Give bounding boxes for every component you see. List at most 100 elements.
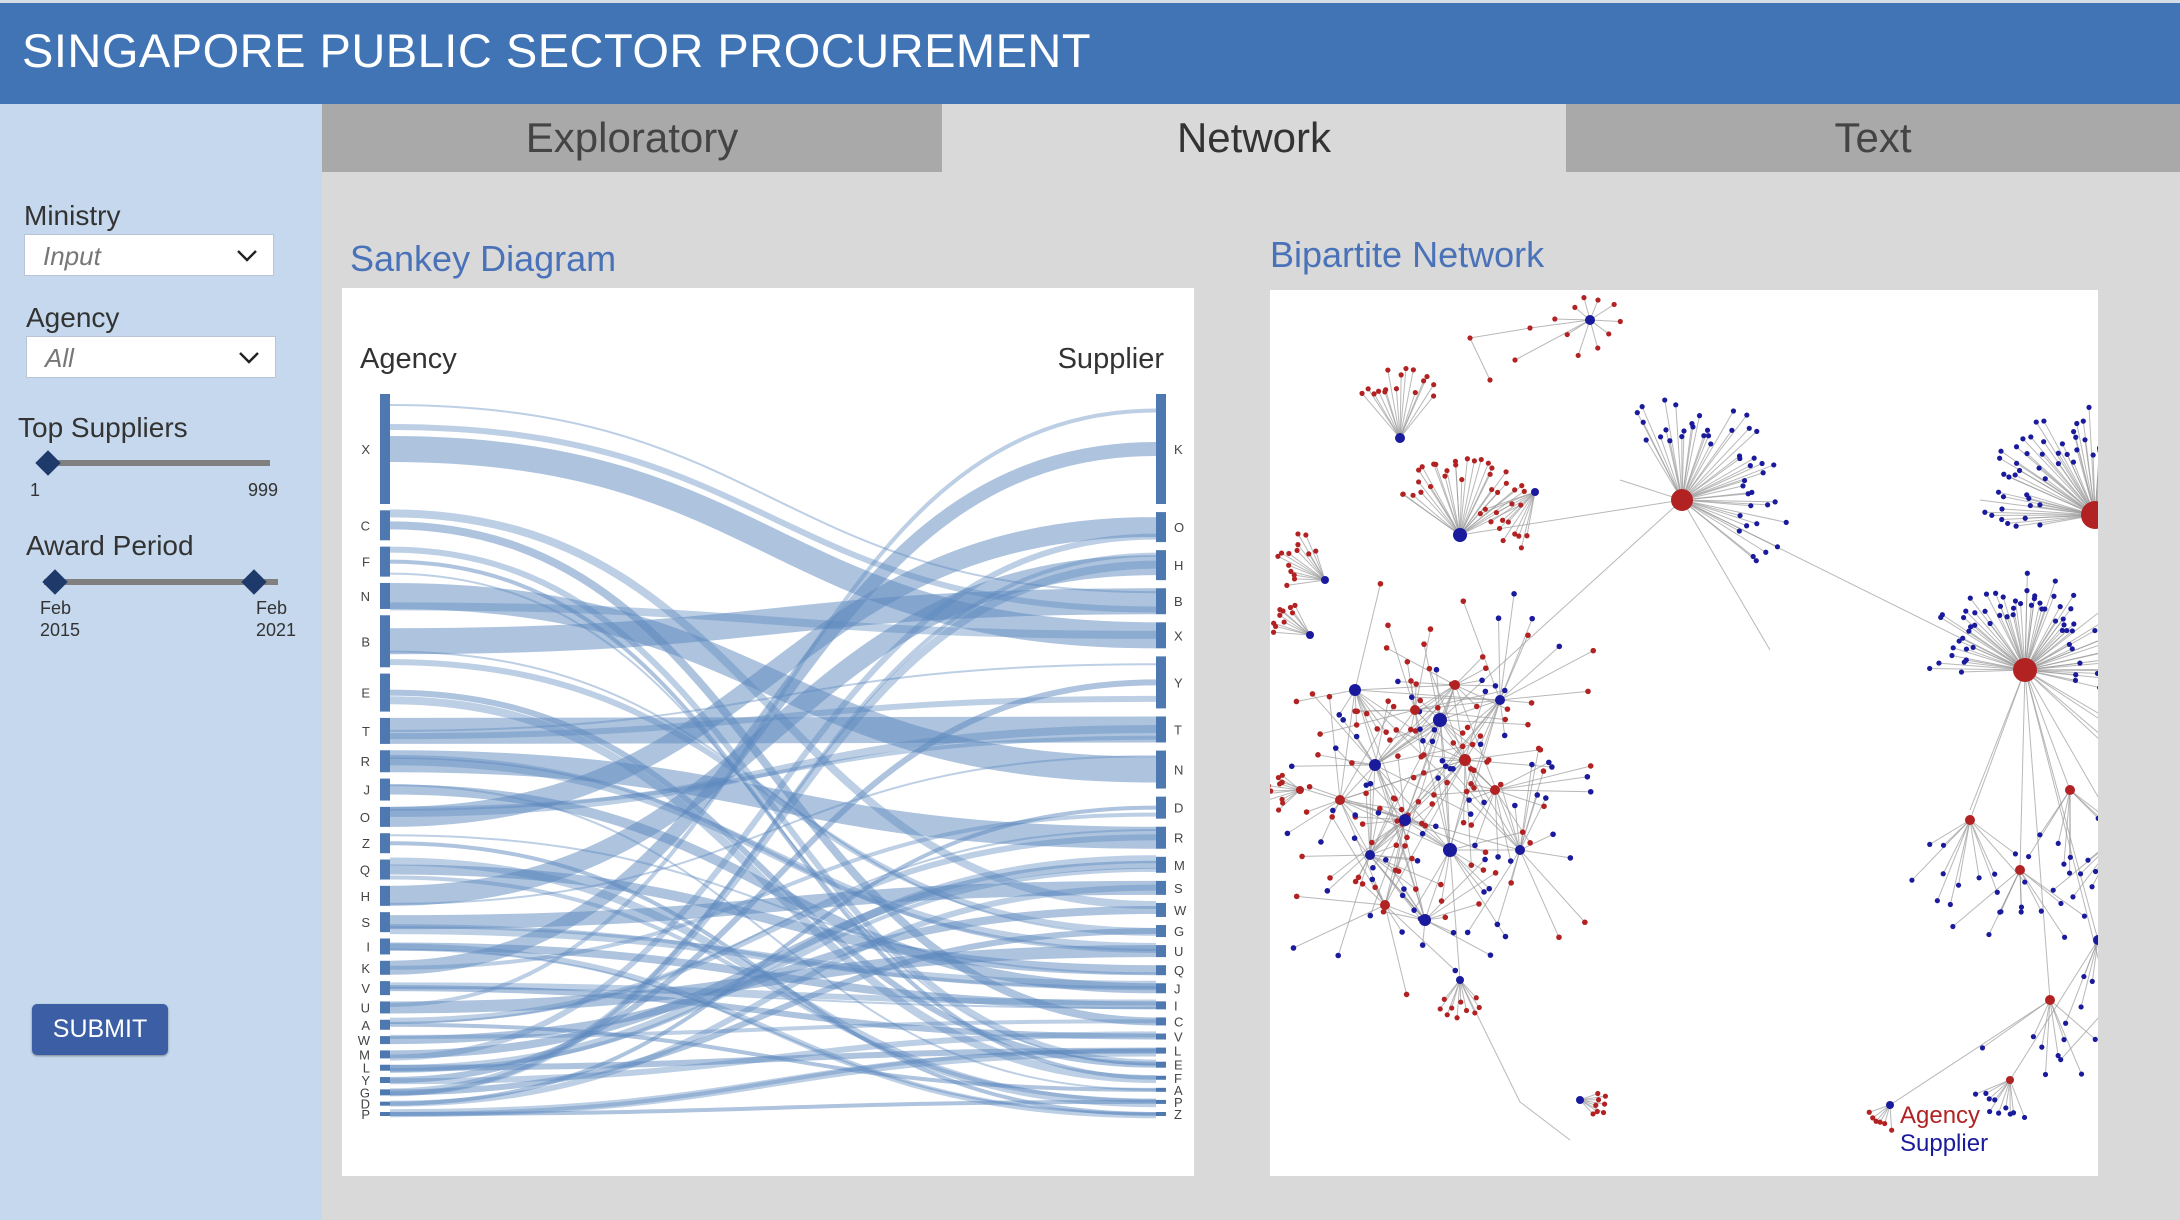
agency-node[interactable]	[1413, 681, 1419, 687]
agency-node[interactable]	[1476, 1004, 1482, 1011]
agency-node[interactable]	[1468, 822, 1475, 828]
agency-node[interactable]	[1422, 822, 1429, 829]
supplier-node[interactable]	[1495, 695, 1505, 705]
supplier-node[interactable]	[2028, 434, 2034, 440]
supplier-node[interactable]	[1529, 615, 1536, 622]
supplier-node[interactable]	[1584, 773, 1591, 780]
supplier-node[interactable]	[2000, 494, 2007, 500]
sankey-flow[interactable]	[389, 552, 1157, 1096]
supplier-node[interactable]	[1736, 528, 1742, 534]
supplier-node[interactable]	[2096, 445, 2103, 451]
agency-node[interactable]	[1306, 551, 1312, 557]
agency-node[interactable]	[1293, 698, 1300, 705]
supplier-node[interactable]	[2059, 441, 2066, 447]
supplier-node[interactable]	[2061, 934, 2068, 940]
agency-node[interactable]	[1471, 767, 1477, 774]
agency-node[interactable]	[1593, 1102, 1599, 1108]
agency-node[interactable]	[1478, 456, 1484, 463]
supplier-node[interactable]	[1336, 712, 1343, 718]
agency-node[interactable]	[1287, 604, 1294, 611]
agency-node[interactable]	[1463, 788, 1470, 795]
supplier-node[interactable]	[1634, 410, 1640, 416]
sankey-flow[interactable]	[389, 521, 1157, 1026]
agency-node[interactable]	[1327, 875, 1333, 881]
supplier-node[interactable]	[1934, 898, 1940, 904]
supplier-node[interactable]	[1335, 952, 1342, 959]
supplier-node[interactable]	[1479, 677, 1485, 684]
supplier-node[interactable]	[1673, 402, 1679, 408]
supplier-node[interactable]	[1288, 763, 1295, 770]
supplier-node[interactable]	[2066, 870, 2073, 876]
agency-node[interactable]	[2065, 785, 2075, 795]
supplier-node[interactable]	[1940, 842, 1947, 848]
agency-node[interactable]	[1369, 839, 1375, 846]
sankey-flow[interactable]	[389, 834, 1157, 1024]
supplier-node[interactable]	[2069, 628, 2075, 634]
agency-node[interactable]	[1403, 991, 1410, 998]
supplier-node[interactable]	[2051, 593, 2057, 599]
sankey-node-right[interactable]	[1156, 588, 1166, 615]
supplier-node[interactable]	[2031, 596, 2038, 602]
supplier-node[interactable]	[1986, 931, 1992, 938]
supplier-node[interactable]	[1401, 886, 1407, 892]
supplier-node[interactable]	[2060, 616, 2066, 622]
supplier-node[interactable]	[2017, 600, 2024, 607]
sankey-node-left[interactable]	[380, 1001, 390, 1014]
agency-node[interactable]	[1424, 373, 1430, 380]
supplier-node[interactable]	[2003, 1105, 2009, 1111]
agency-node[interactable]	[1575, 352, 1581, 359]
supplier-node[interactable]	[1419, 914, 1431, 926]
agency-node[interactable]	[1355, 874, 1362, 881]
supplier-node[interactable]	[2036, 465, 2042, 471]
sankey-flow[interactable]	[389, 404, 1157, 594]
supplier-node[interactable]	[2068, 606, 2074, 612]
agency-node[interactable]	[1296, 786, 1304, 794]
agency-node[interactable]	[1444, 468, 1450, 474]
agency-node[interactable]	[1463, 1007, 1470, 1014]
supplier-node[interactable]	[2024, 450, 2030, 457]
supplier-node[interactable]	[1958, 669, 1965, 675]
supplier-node[interactable]	[1705, 433, 1712, 439]
supplier-node[interactable]	[1936, 660, 1942, 666]
supplier-node[interactable]	[1967, 595, 1973, 601]
supplier-node[interactable]	[1679, 433, 1685, 440]
agency-node[interactable]	[1482, 849, 1489, 856]
agency-node[interactable]	[1617, 318, 1623, 325]
sankey-node-left[interactable]	[380, 1064, 390, 1071]
supplier-node[interactable]	[1435, 775, 1441, 781]
supplier-node[interactable]	[2038, 908, 2044, 914]
supplier-node[interactable]	[2085, 857, 2091, 863]
sankey-node-right[interactable]	[1156, 750, 1166, 789]
supplier-node[interactable]	[1737, 455, 1743, 462]
agency-node[interactable]	[1380, 900, 1390, 910]
agency-node[interactable]	[1459, 476, 1465, 483]
agency-node[interactable]	[1582, 919, 1588, 926]
sankey-node-left[interactable]	[380, 833, 390, 854]
supplier-node[interactable]	[1744, 412, 1750, 418]
supplier-node[interactable]	[1976, 875, 1982, 881]
agency-node[interactable]	[1564, 331, 1570, 338]
supplier-node[interactable]	[1367, 912, 1374, 919]
agency-node[interactable]	[1460, 819, 1467, 826]
supplier-node[interactable]	[1324, 888, 1331, 894]
supplier-node[interactable]	[2081, 973, 2087, 980]
supplier-node[interactable]	[2063, 1020, 2069, 1026]
agency-node[interactable]	[1482, 506, 1488, 512]
agency-node[interactable]	[1459, 730, 1466, 736]
supplier-node[interactable]	[2070, 894, 2076, 900]
agency-node[interactable]	[1309, 691, 1316, 697]
supplier-node[interactable]	[1657, 434, 1664, 440]
supplier-node[interactable]	[1543, 795, 1549, 801]
supplier-node[interactable]	[1960, 614, 1967, 621]
agency-node[interactable]	[1363, 710, 1370, 717]
supplier-node[interactable]	[1966, 628, 1972, 634]
supplier-node[interactable]	[1450, 929, 1457, 936]
sankey-flow[interactable]	[389, 757, 1157, 951]
agency-node[interactable]	[1464, 456, 1470, 462]
agency-node[interactable]	[1408, 678, 1414, 684]
agency-node[interactable]	[1525, 632, 1531, 639]
sankey-flow[interactable]	[389, 559, 1157, 1080]
supplier-node[interactable]	[1759, 460, 1765, 467]
supplier-node[interactable]	[1501, 687, 1508, 694]
agency-node[interactable]	[1395, 753, 1401, 759]
